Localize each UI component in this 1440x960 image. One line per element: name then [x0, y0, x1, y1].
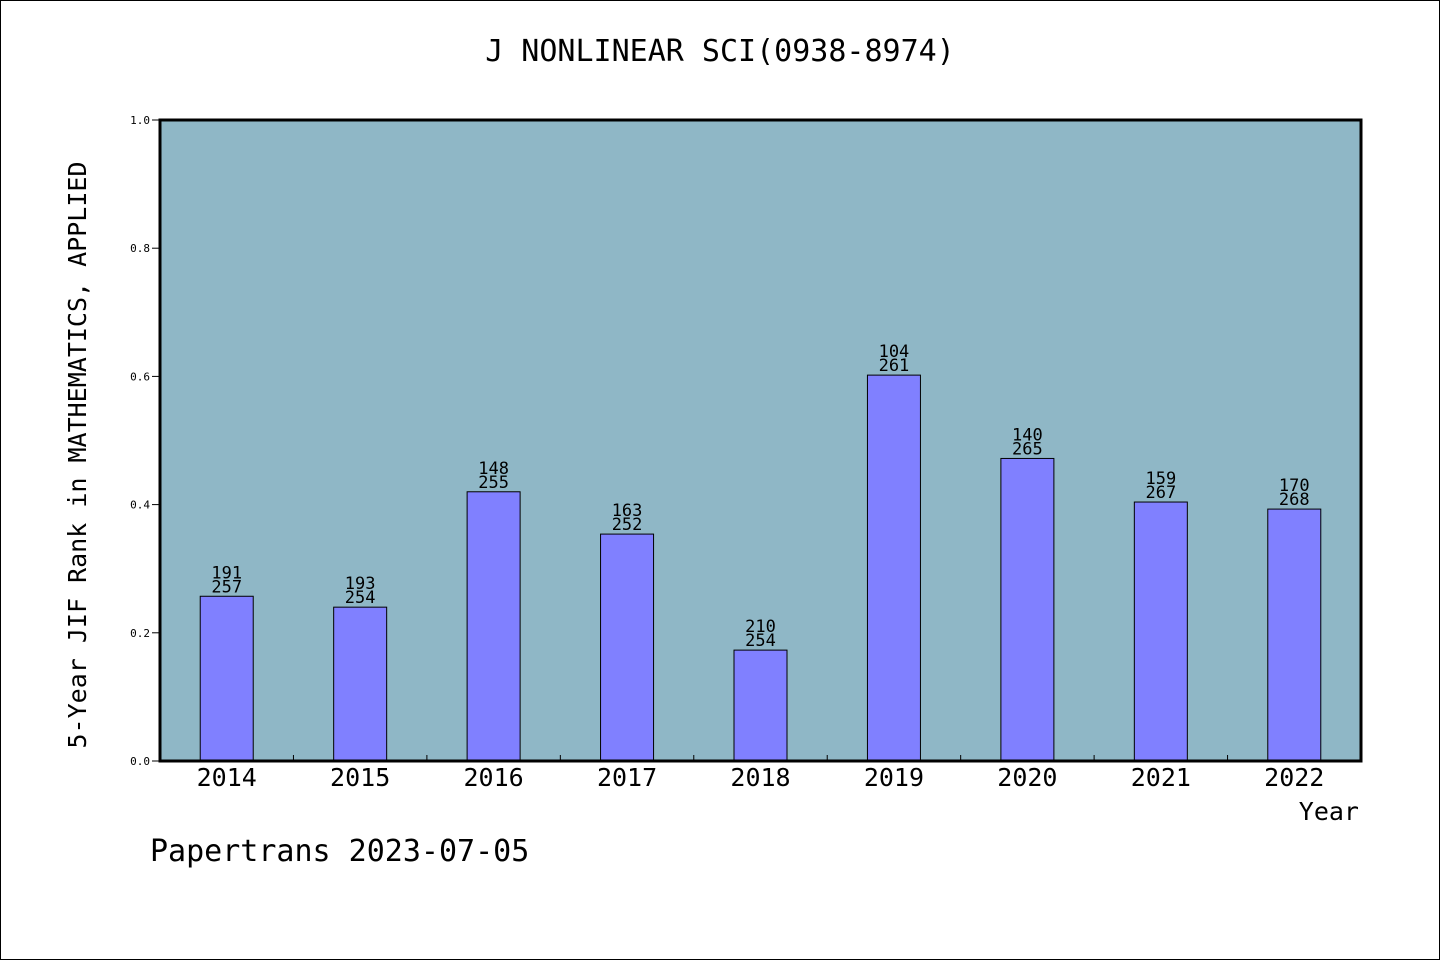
bar-rank-label: 148: [478, 459, 509, 479]
bar-total-label: 257: [211, 577, 242, 597]
bar-total-label: 268: [1279, 490, 1310, 510]
bar-total-label: 261: [879, 356, 910, 376]
bar-2016: [466, 491, 521, 762]
x-tick-label: 2020: [997, 763, 1057, 792]
bar-rank-label: 191: [211, 563, 242, 583]
chart-title: J NONLINEAR SCI(0938-8974): [485, 34, 955, 69]
bar-rank-label: 170: [1279, 476, 1310, 496]
bar-rank-label: 140: [1012, 425, 1043, 445]
bar-total-label: 254: [745, 631, 776, 651]
bar-2015: [333, 606, 388, 762]
bar-2018: [733, 649, 788, 762]
bar-2020: [1000, 457, 1055, 762]
bar-total-label: 255: [478, 473, 509, 493]
bar-2017: [600, 533, 655, 762]
bar-total-label: 265: [1012, 439, 1043, 459]
bar-2022: [1267, 508, 1322, 762]
bar-rank-label: 163: [612, 501, 643, 521]
y-tick-label: 0.6: [130, 370, 150, 383]
x-axis-label: Year: [1299, 797, 1359, 826]
bar-rank-label: 159: [1145, 469, 1176, 489]
x-tick-label: 2017: [597, 763, 657, 792]
y-tick-label: 0.4: [130, 499, 150, 512]
x-tick-label: 2022: [1264, 763, 1324, 792]
bar-2021: [1133, 501, 1188, 762]
bar-rank-label: 193: [345, 574, 376, 594]
bars-group: [199, 374, 1322, 762]
x-tick-label: 2021: [1131, 763, 1191, 792]
y-axis-label: 5-Year JIF Rank in MATHEMATICS, APPLIED: [63, 162, 92, 749]
plot-border: [158, 118, 1363, 763]
x-tick-label: 2015: [330, 763, 390, 792]
bar-2019: [866, 374, 921, 762]
footer-credit: Papertrans 2023-07-05: [150, 834, 530, 869]
x-tick-label: 2016: [464, 763, 524, 792]
bar-total-label: 252: [612, 515, 643, 535]
y-tick-label: 1.0: [130, 114, 150, 127]
bar-2014: [199, 595, 254, 762]
bar-total-label: 267: [1145, 483, 1176, 503]
bar-rank-label: 104: [879, 342, 910, 362]
y-tick-label: 0.0: [130, 755, 150, 768]
y-axis: 0.0 0.2 0.4 0.6 0.8 1.0: [130, 114, 160, 768]
y-tick-label: 0.2: [130, 627, 150, 640]
bar-rank-label: 210: [745, 617, 776, 637]
x-axis: 2014 2015 2016 2017 2018 2019 2020 2021 2022: [197, 755, 1324, 792]
bar-total-label: 254: [345, 588, 376, 608]
y-tick-label: 0.8: [130, 242, 150, 255]
x-tick-label: 2018: [730, 763, 790, 792]
x-tick-label: 2019: [864, 763, 924, 792]
x-tick-label: 2014: [197, 763, 257, 792]
